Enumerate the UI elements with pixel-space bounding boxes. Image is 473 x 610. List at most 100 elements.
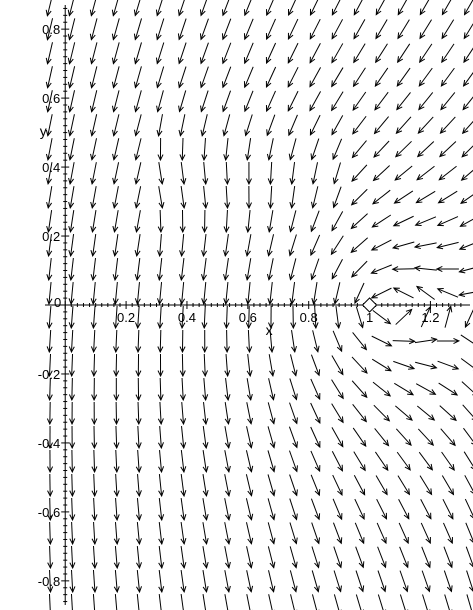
field-arrow xyxy=(309,43,321,64)
y-tick-label: -0.6 xyxy=(38,505,60,520)
field-arrow xyxy=(372,189,391,205)
field-arrow xyxy=(310,138,320,161)
field-arrow xyxy=(224,546,231,569)
field-arrow xyxy=(180,522,187,546)
field-arrow xyxy=(156,114,163,137)
field-arrow xyxy=(373,116,390,135)
x-tick-label: 1.2 xyxy=(421,310,439,325)
field-arrow xyxy=(377,594,387,610)
field-arrow xyxy=(287,42,299,64)
field-arrow xyxy=(375,19,388,40)
field-arrow xyxy=(112,210,119,234)
field-arrow xyxy=(91,521,98,546)
field-arrow xyxy=(309,0,319,16)
field-arrow xyxy=(461,145,473,158)
field-arrow xyxy=(68,162,75,185)
direction-arrows xyxy=(45,0,473,610)
field-arrow xyxy=(355,306,365,329)
field-arrow xyxy=(350,213,368,230)
field-arrow xyxy=(266,138,274,161)
field-arrow xyxy=(134,258,141,282)
field-arrow xyxy=(353,0,363,16)
field-arrow xyxy=(68,282,75,306)
field-arrow xyxy=(199,42,209,65)
field-arrow xyxy=(311,162,319,185)
field-arrow xyxy=(333,570,342,593)
field-arrow xyxy=(199,66,209,89)
field-arrow xyxy=(113,449,120,474)
field-arrow xyxy=(268,329,275,354)
field-arrow xyxy=(90,138,97,161)
field-arrow xyxy=(289,378,298,401)
field-arrow xyxy=(180,162,187,186)
field-arrow xyxy=(436,337,461,344)
field-arrow xyxy=(200,114,208,137)
field-arrow xyxy=(155,18,165,41)
field-arrow xyxy=(421,570,431,593)
field-arrow xyxy=(288,0,297,17)
field-arrow xyxy=(135,377,142,402)
field-arrow xyxy=(288,426,298,449)
field-arrow xyxy=(177,0,185,17)
field-arrow xyxy=(178,258,185,282)
field-arrow xyxy=(396,451,411,471)
field-arrow xyxy=(335,306,342,330)
field-arrow xyxy=(310,186,319,209)
field-arrow xyxy=(243,66,254,89)
field-arrow xyxy=(394,140,412,158)
field-arrow xyxy=(157,209,164,234)
field-arrow xyxy=(202,522,209,546)
field-arrow xyxy=(462,71,473,87)
field-arrow xyxy=(460,334,473,344)
field-arrow xyxy=(201,137,208,162)
field-arrow xyxy=(157,353,164,378)
field-arrow xyxy=(199,18,209,41)
field-arrow xyxy=(158,522,165,546)
field-arrow xyxy=(333,282,341,305)
field-arrow xyxy=(45,42,53,65)
field-arrow xyxy=(268,570,276,593)
field-arrow xyxy=(441,475,455,496)
field-arrow xyxy=(352,404,368,423)
field-arrow xyxy=(245,522,254,545)
field-arrow xyxy=(224,474,231,497)
field-arrow xyxy=(267,402,276,425)
field-arrow xyxy=(112,258,119,282)
field-arrow xyxy=(246,354,253,378)
field-arrow xyxy=(333,546,343,569)
field-arrow xyxy=(133,42,142,65)
field-arrow xyxy=(355,570,365,593)
field-arrow xyxy=(202,594,208,610)
field-arrow xyxy=(90,282,97,306)
field-arrow xyxy=(157,137,164,162)
field-arrow xyxy=(310,258,320,281)
field-arrow xyxy=(45,138,53,161)
field-arrow xyxy=(290,594,298,610)
field-arrow xyxy=(350,188,368,206)
field-arrow xyxy=(135,497,142,522)
field-arrow xyxy=(157,305,164,330)
field-arrow xyxy=(179,329,186,354)
field-arrow xyxy=(91,353,98,378)
field-arrow xyxy=(134,210,141,233)
field-arrow xyxy=(177,42,187,65)
field-arrow xyxy=(399,546,409,569)
field-arrow xyxy=(372,381,392,397)
field-arrow xyxy=(372,165,390,182)
field-arrow xyxy=(112,162,120,185)
field-arrow xyxy=(46,282,53,306)
field-arrow xyxy=(45,114,53,137)
field-arrow xyxy=(47,497,54,522)
field-arrow xyxy=(177,18,187,41)
field-arrow xyxy=(443,522,453,545)
field-arrow xyxy=(244,234,252,257)
field-arrow xyxy=(370,287,392,299)
field-arrow xyxy=(246,570,254,593)
field-arrow xyxy=(202,474,209,498)
field-arrow xyxy=(460,194,473,204)
field-arrow xyxy=(67,42,76,65)
field-arrow xyxy=(374,91,389,111)
field-arrow xyxy=(135,449,142,474)
y-axis-ticks xyxy=(61,7,70,603)
y-tick-label: 0.8 xyxy=(42,22,60,37)
